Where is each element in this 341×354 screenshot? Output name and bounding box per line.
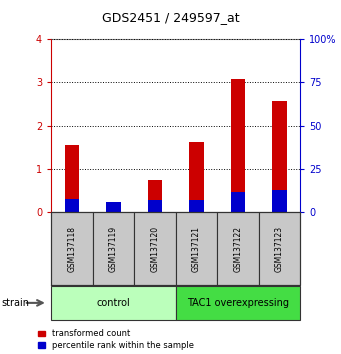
Text: GSM137118: GSM137118 [68, 226, 76, 272]
Bar [93, 212, 134, 285]
Bar [106, 202, 121, 212]
Text: GSM137121: GSM137121 [192, 226, 201, 272]
Bar [272, 190, 286, 212]
Bar [189, 142, 204, 212]
Bar [176, 286, 300, 320]
Bar [176, 212, 217, 285]
Bar [272, 101, 286, 212]
Bar [231, 79, 245, 212]
Bar [231, 192, 245, 212]
Text: GSM137123: GSM137123 [275, 225, 284, 272]
Bar [51, 286, 176, 320]
Text: strain: strain [2, 298, 30, 308]
Bar [134, 212, 176, 285]
Bar [106, 209, 121, 212]
Bar [65, 199, 79, 212]
Legend: transformed count, percentile rank within the sample: transformed count, percentile rank withi… [38, 329, 194, 350]
Text: control: control [97, 298, 130, 308]
Text: TAC1 overexpressing: TAC1 overexpressing [187, 298, 289, 308]
Bar [148, 180, 162, 212]
Text: GDS2451 / 249597_at: GDS2451 / 249597_at [102, 11, 239, 24]
Text: GSM137119: GSM137119 [109, 225, 118, 272]
Bar [51, 212, 93, 285]
Text: GSM137120: GSM137120 [150, 225, 159, 272]
Bar [148, 200, 162, 212]
Bar [217, 212, 258, 285]
Bar [65, 145, 79, 212]
Bar [258, 212, 300, 285]
Text: GSM137122: GSM137122 [233, 226, 242, 272]
Bar [189, 200, 204, 212]
